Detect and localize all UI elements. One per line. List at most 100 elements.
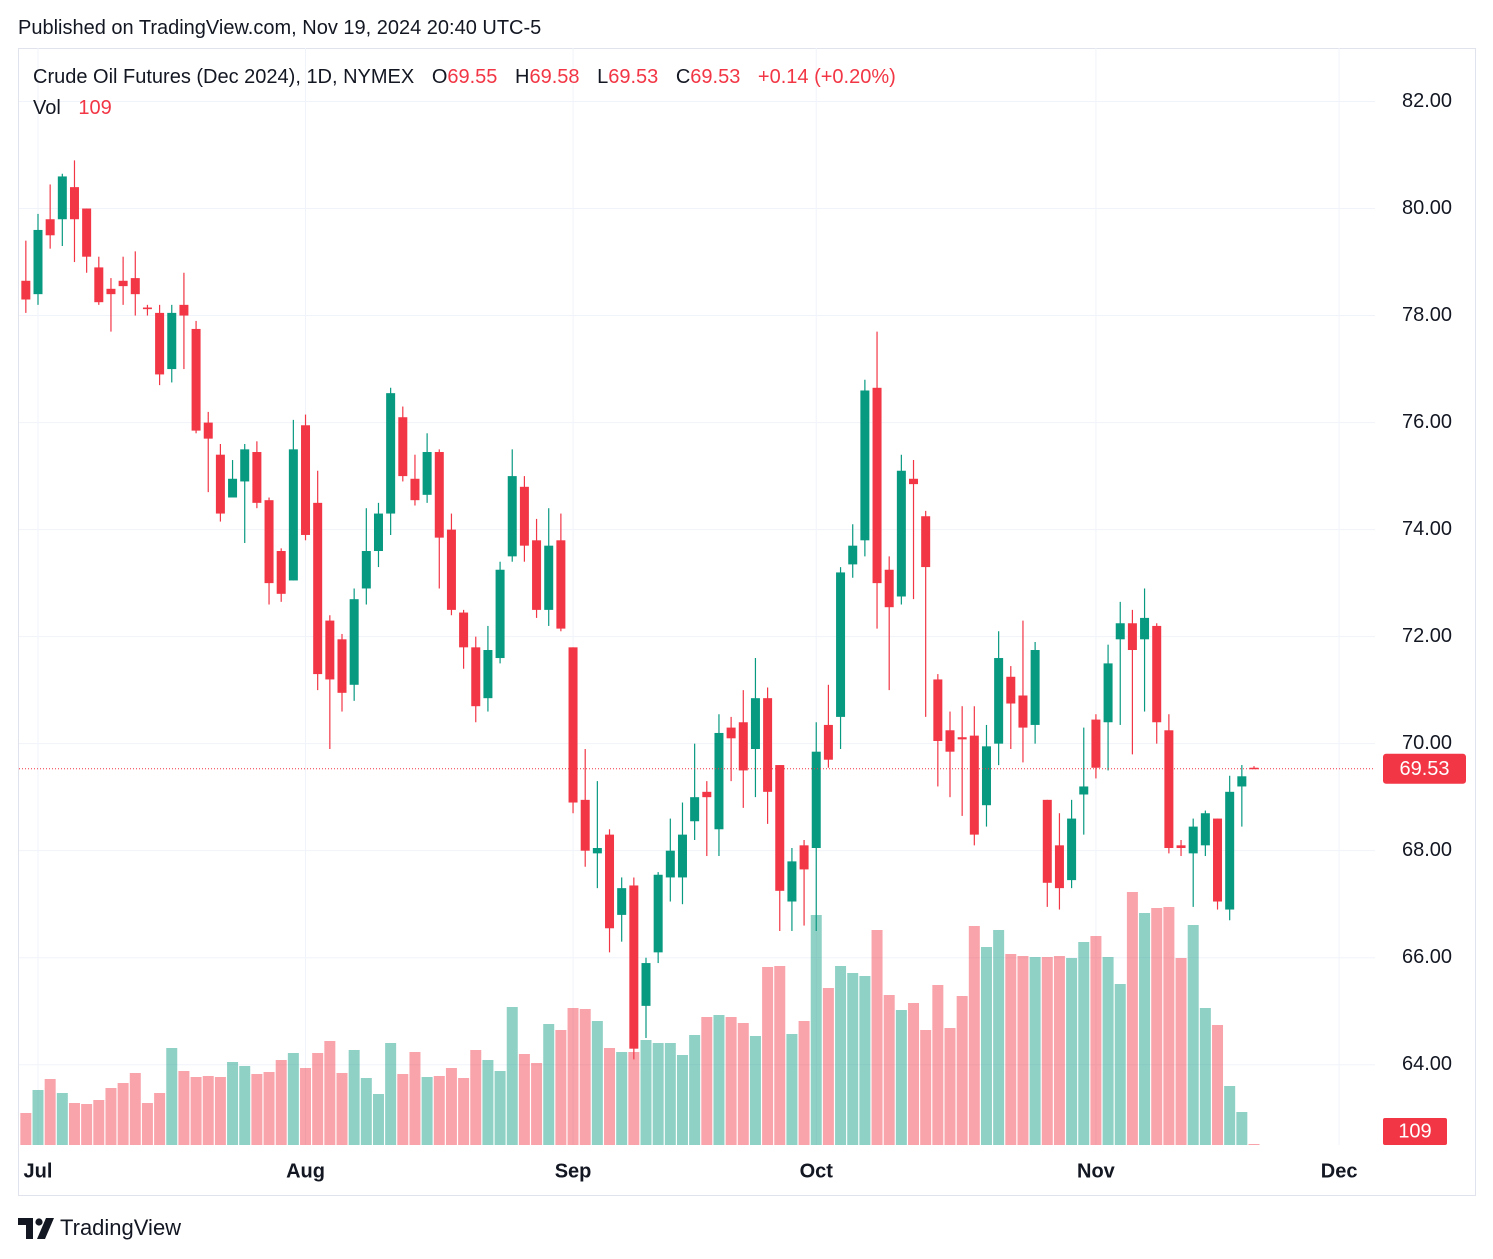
volume-bar [1224,1086,1236,1145]
candle-body [763,698,773,792]
y-tick-label: 72.00 [1402,625,1452,647]
candle-body [21,280,31,300]
volume-bar [980,947,992,1145]
logo-shape [37,1218,54,1239]
volume-bar [421,1077,433,1145]
candle-body [981,746,991,806]
candle-body [836,572,846,717]
volume-bar [652,1043,664,1145]
volume-bar [1041,957,1053,1145]
volume-bar [1078,942,1090,1145]
logo-shape [18,1218,33,1239]
volume-bar [324,1041,336,1145]
candle-body [787,861,797,902]
candle-body [1152,625,1162,723]
candle-body [276,551,286,594]
candle-body [422,452,432,495]
candle-body [495,569,505,659]
volume-bar [20,1113,32,1145]
candle-body [896,470,906,597]
volume-bar [275,1060,287,1145]
volume-bar [774,966,786,1145]
candle-body [994,658,1004,744]
grid [19,48,1375,1145]
volume-bar [190,1077,202,1145]
candle-body [288,449,298,581]
candle-body [167,312,177,370]
volume-bar [1066,958,1078,1145]
legend-c-label: C [675,66,691,88]
brand-logo [18,1218,54,1239]
candle-body [179,304,189,316]
candle-body [1188,826,1198,854]
candle-body [325,620,335,680]
volume-bar [859,976,871,1145]
y-tick-label: 80.00 [1402,197,1452,219]
volume-bar [336,1073,348,1145]
candle-body [471,647,481,707]
volume-bar [689,1035,701,1145]
volume-bar [251,1074,263,1145]
volume-bar [664,1043,676,1145]
volume-bar [44,1079,56,1145]
volume-bar [518,1054,530,1145]
volume-bar [1053,956,1065,1145]
candle-body [215,454,225,514]
y-tick-label: 64.00 [1402,1053,1452,1075]
volume-bar [433,1076,445,1145]
y-tick-label: 76.00 [1402,411,1452,433]
candle-body [738,722,748,771]
volume-bar [263,1072,275,1145]
legend-row: Crude Oil Futures (Dec 2024), 1D, NYMEX … [33,65,896,89]
volume-bar [1236,1112,1248,1145]
candle-body [106,288,116,295]
volume-bar [1029,957,1041,1145]
volume-bar [470,1050,482,1145]
candle-body [228,478,238,498]
volume-bar [178,1071,190,1145]
candle-body [446,529,456,610]
volume-bar [141,1103,153,1145]
candle-body [1042,799,1052,883]
volume-bar [372,1094,384,1145]
candle-body [191,328,201,431]
logo-shape [35,1218,43,1226]
candle-body [240,449,250,482]
volume-bar [749,1036,761,1145]
volume-bar [409,1052,421,1145]
y-tick-label: 82.00 [1402,90,1452,112]
volume-bar [591,1021,603,1145]
volume-bar [1126,892,1138,1145]
candle-body [361,551,371,589]
volume-bar [154,1093,166,1145]
candle-body [690,797,700,822]
volume-bar [835,966,847,1145]
candle-body [252,452,262,503]
candle-body [483,650,493,699]
candle-body [264,500,274,584]
volume-bar [129,1073,141,1145]
volume-bar [287,1053,299,1145]
y-tick-label: 66.00 [1402,946,1452,968]
legend-o-label: O [431,66,448,88]
candle-body [386,393,396,514]
candle-body [775,765,785,891]
candle-body [155,312,165,375]
candle-body [556,540,566,629]
candle-body [860,390,870,541]
candle-body [665,850,675,878]
volume-bar [944,1028,956,1145]
volume-bar [737,1023,749,1145]
candle-body [45,219,55,236]
last-price-label: 69.53 [1399,758,1449,780]
volume-bar [701,1017,713,1145]
candle-body [848,545,858,565]
candle-body [957,737,967,740]
volume-bar [786,1034,798,1145]
candle-body [799,845,809,870]
x-tick-label: Nov [1077,1160,1116,1182]
last-price-badge [1383,753,1466,784]
candle-body [1213,818,1223,902]
volume-bar [847,973,859,1145]
